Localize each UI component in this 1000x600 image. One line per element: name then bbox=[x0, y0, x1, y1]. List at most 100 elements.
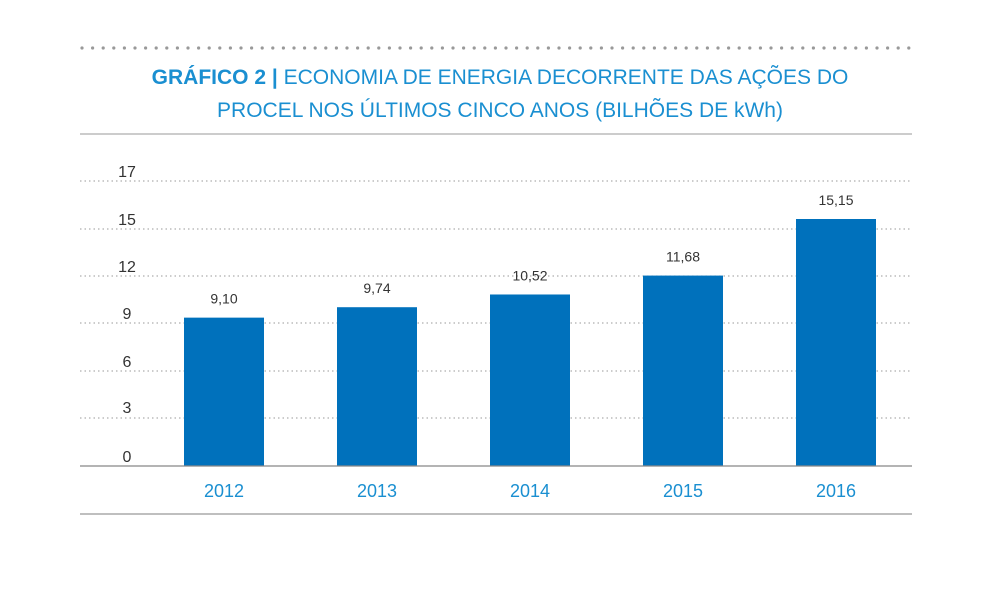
top-dot bbox=[440, 46, 444, 50]
top-dot bbox=[334, 46, 338, 50]
top-dot bbox=[175, 46, 179, 50]
top-dot bbox=[621, 46, 625, 50]
value-label-2016: 15,15 bbox=[818, 192, 853, 208]
top-dot bbox=[864, 46, 869, 50]
bar-2016 bbox=[796, 219, 876, 466]
top-dot bbox=[875, 46, 879, 50]
top-dot bbox=[504, 46, 508, 50]
top-dot bbox=[642, 46, 646, 50]
top-dot bbox=[165, 46, 169, 50]
top-dot bbox=[663, 46, 667, 50]
top-dot bbox=[684, 46, 688, 50]
bars bbox=[184, 219, 876, 466]
top-dot bbox=[790, 46, 794, 50]
top-dot bbox=[345, 46, 349, 50]
top-dot bbox=[122, 46, 126, 50]
top-dot bbox=[493, 46, 497, 50]
top-dot bbox=[112, 46, 116, 50]
top-dot bbox=[833, 46, 837, 50]
top-dot bbox=[387, 46, 391, 50]
top-dot bbox=[578, 46, 582, 50]
top-dot bbox=[218, 46, 222, 50]
top-dot bbox=[483, 46, 487, 50]
y-tick-label: 6 bbox=[123, 354, 132, 371]
top-dot bbox=[822, 46, 826, 50]
top-dot bbox=[377, 46, 381, 50]
bar-2013 bbox=[337, 307, 417, 466]
top-dot bbox=[546, 46, 551, 50]
top-dot bbox=[197, 46, 201, 50]
top-dot bbox=[811, 46, 816, 50]
y-tick-label: 12 bbox=[118, 259, 136, 276]
value-label-2015: 11,68 bbox=[666, 249, 700, 265]
chart-title-prefix: GRÁFICO 2 | bbox=[151, 66, 278, 89]
top-dot bbox=[80, 46, 84, 50]
top-dot bbox=[631, 46, 635, 50]
top-dot bbox=[430, 46, 434, 50]
y-tick-label: 3 bbox=[123, 400, 132, 417]
top-dot bbox=[133, 46, 137, 50]
value-label-2014: 10,52 bbox=[512, 267, 547, 283]
top-dot bbox=[250, 46, 254, 50]
bar-2014 bbox=[490, 294, 570, 466]
x-label-2015: 2015 bbox=[663, 481, 703, 501]
bar-2015 bbox=[643, 275, 723, 466]
top-dot bbox=[101, 46, 105, 50]
top-dot bbox=[610, 46, 614, 50]
top-dot bbox=[769, 46, 773, 50]
top-dot bbox=[886, 46, 890, 50]
top-dot bbox=[525, 46, 529, 50]
value-labels: 9,10 9,74 10,52 11,68 15,15 bbox=[210, 192, 853, 307]
top-dot bbox=[515, 46, 519, 50]
top-dot bbox=[313, 46, 317, 50]
top-dot bbox=[727, 46, 731, 50]
chart-title-line-1: GRÁFICO 2 | ECONOMIA DE ENERGIA DECORREN… bbox=[0, 66, 1000, 90]
y-tick-label: 9 bbox=[123, 306, 132, 323]
top-dot bbox=[419, 46, 423, 50]
x-label-2016: 2016 bbox=[816, 481, 856, 501]
x-axis-labels: 2012 2013 2014 2015 2016 bbox=[204, 481, 856, 501]
top-dot bbox=[366, 46, 370, 50]
top-dot bbox=[854, 46, 858, 50]
value-label-2012: 9,10 bbox=[210, 291, 237, 307]
top-dot bbox=[398, 46, 402, 50]
top-dot bbox=[758, 46, 763, 50]
top-dot bbox=[557, 46, 561, 50]
top-dot bbox=[568, 46, 572, 50]
top-dot bbox=[896, 46, 900, 50]
top-dot bbox=[843, 46, 847, 50]
top-dot bbox=[737, 46, 741, 50]
top-dot bbox=[281, 46, 285, 50]
top-dot bbox=[260, 46, 264, 50]
top-dot bbox=[462, 46, 466, 50]
top-dot bbox=[716, 46, 720, 50]
top-dot bbox=[292, 46, 296, 50]
top-dot bbox=[705, 46, 710, 50]
top-dot bbox=[472, 46, 476, 50]
top-dot bbox=[695, 46, 699, 50]
top-dot bbox=[91, 46, 95, 50]
y-tick-label: 15 bbox=[118, 212, 136, 229]
top-dot bbox=[536, 46, 540, 50]
x-label-2013: 2013 bbox=[357, 481, 397, 501]
top-dot bbox=[599, 46, 604, 50]
top-dot bbox=[451, 46, 455, 50]
y-tick-label: 17 bbox=[118, 164, 136, 181]
top-dot bbox=[186, 46, 190, 50]
top-dot bbox=[409, 46, 413, 50]
top-dot bbox=[239, 46, 243, 50]
top-dot bbox=[907, 46, 911, 50]
top-dot bbox=[303, 46, 307, 50]
chart-title-text-1: ECONOMIA DE ENERGIA DECORRENTE DAS AÇÕES… bbox=[283, 66, 849, 89]
y-tick-label: 0 bbox=[123, 449, 132, 466]
value-label-2013: 9,74 bbox=[363, 280, 390, 296]
top-dot bbox=[324, 46, 328, 50]
top-dot bbox=[589, 46, 593, 50]
top-dot bbox=[144, 46, 148, 50]
top-dot bbox=[356, 46, 360, 50]
top-dotted-rule bbox=[80, 46, 911, 50]
x-label-2014: 2014 bbox=[510, 481, 550, 501]
top-dot bbox=[674, 46, 678, 50]
top-dot bbox=[801, 46, 805, 50]
